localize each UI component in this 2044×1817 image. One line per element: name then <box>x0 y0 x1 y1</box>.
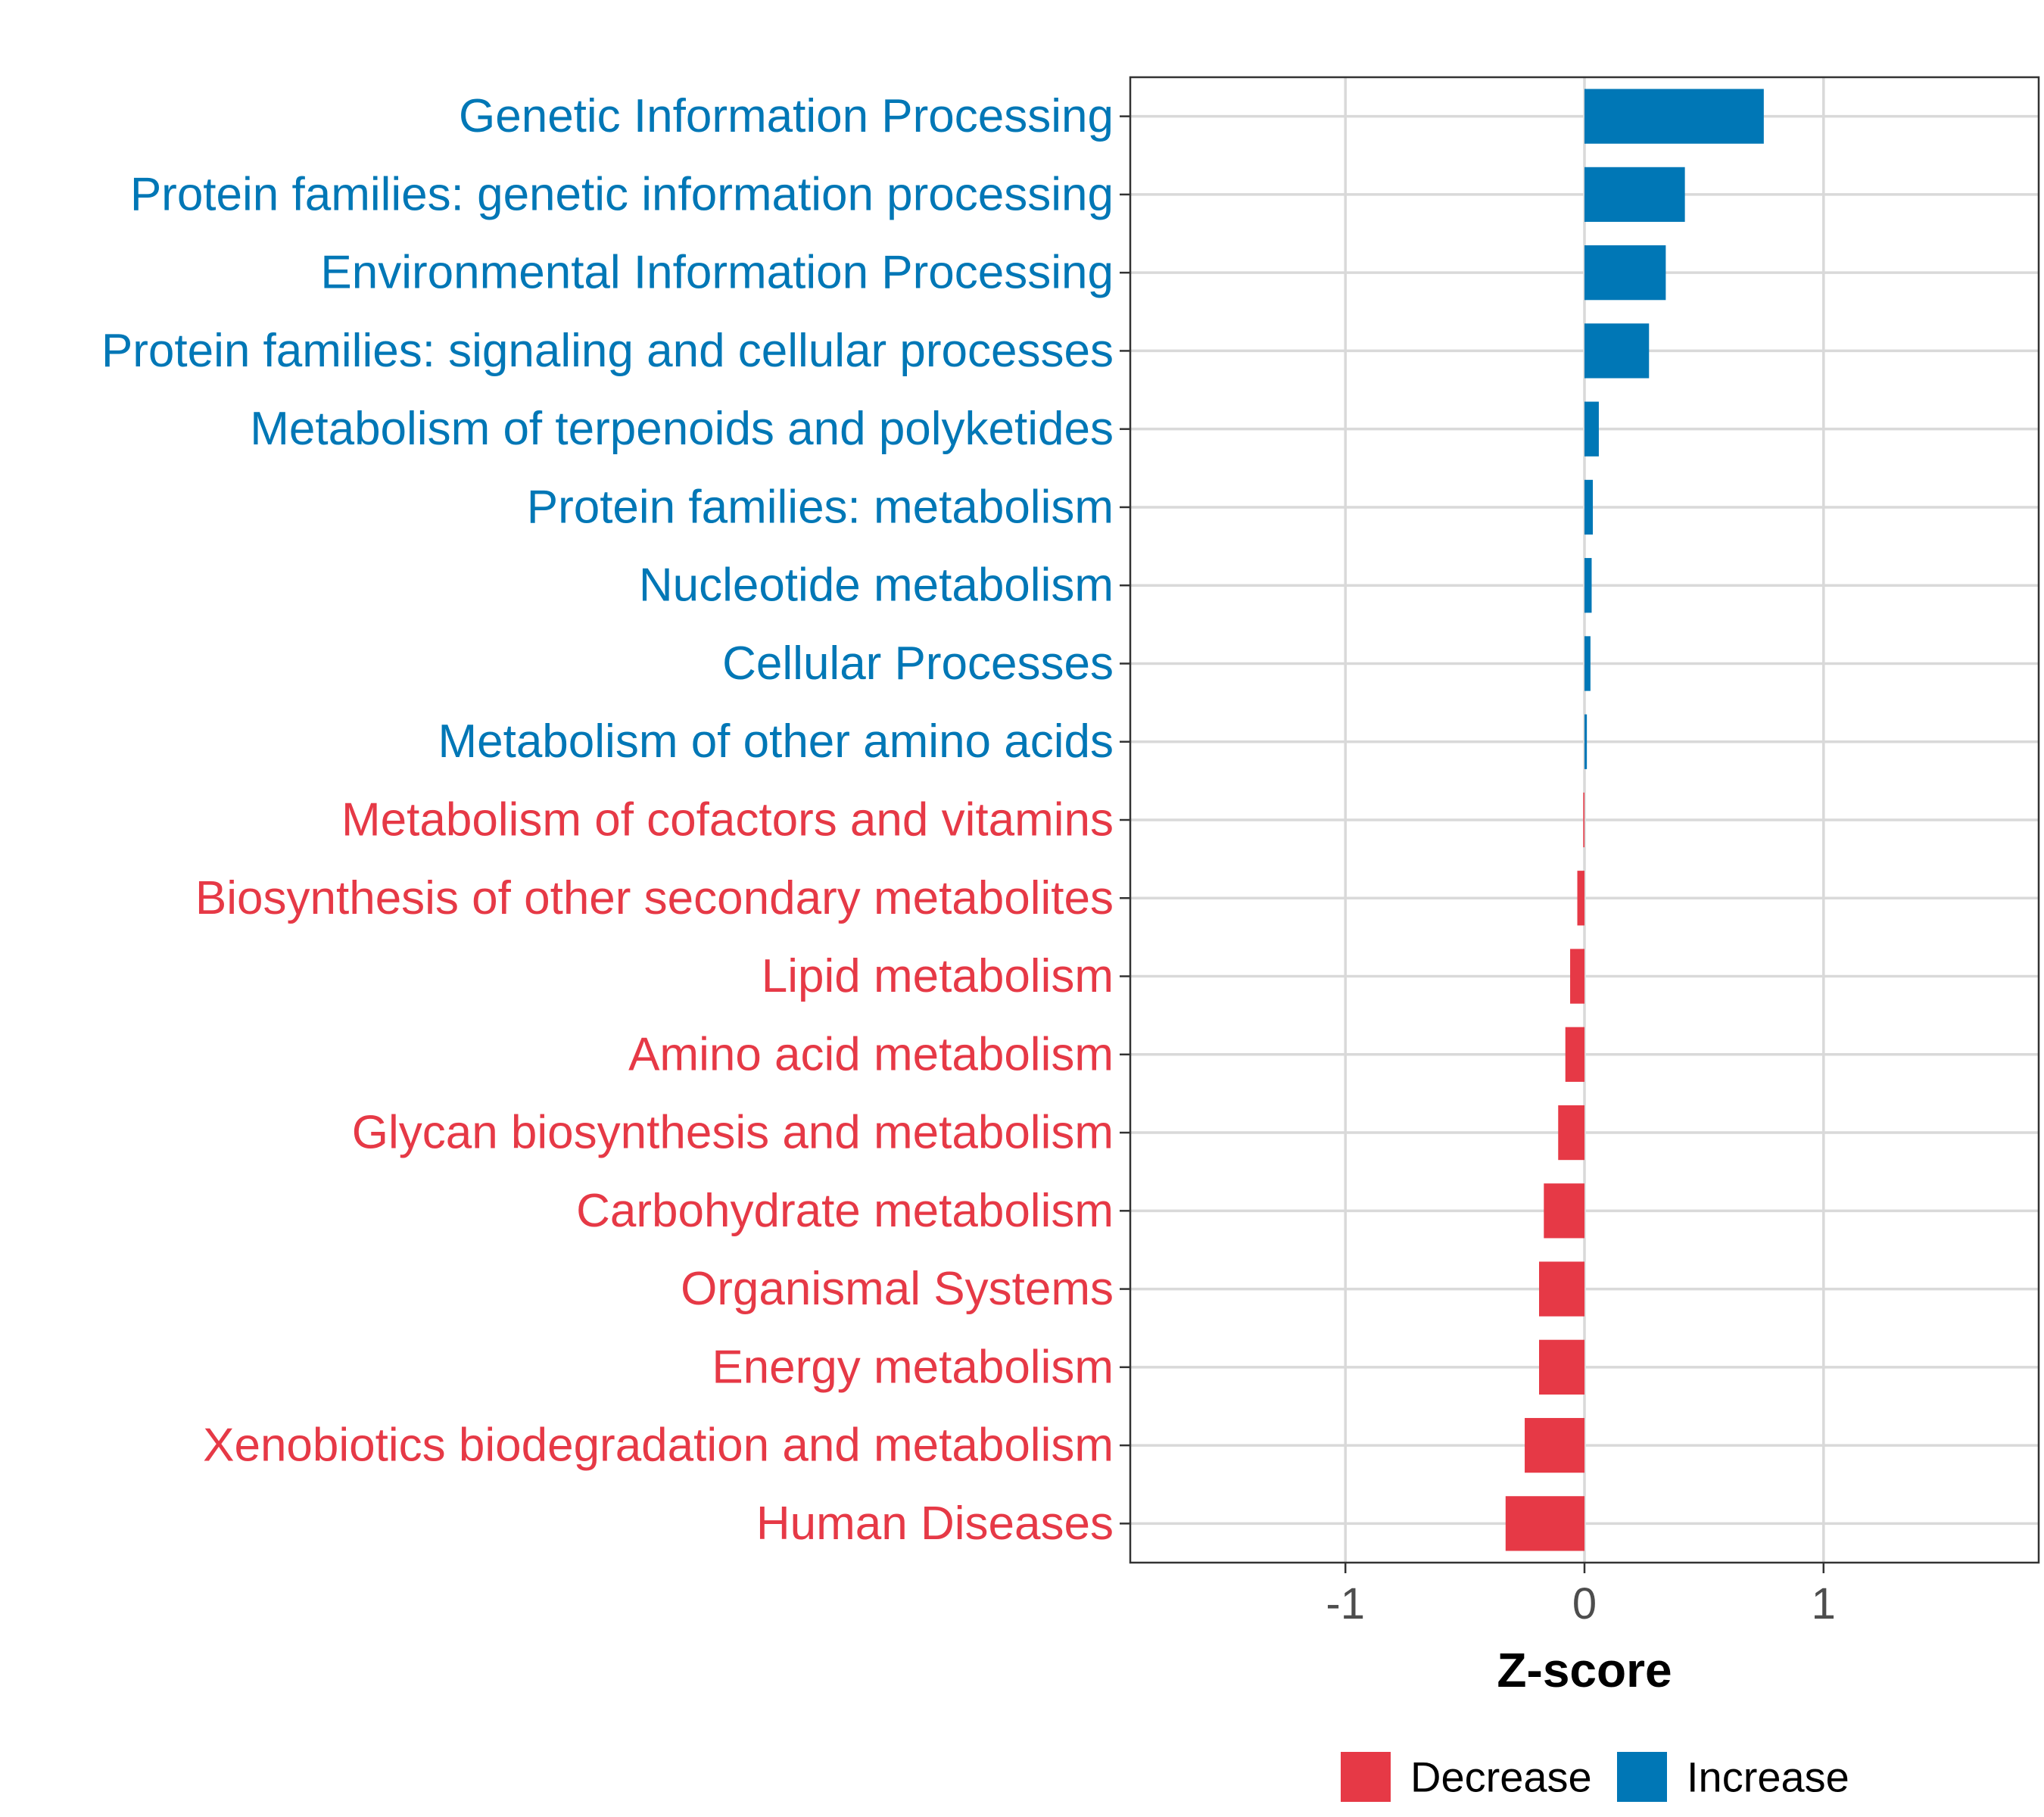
bar-5 <box>1584 401 1599 457</box>
legend-label-decrease: Decrease <box>1410 1753 1592 1801</box>
bar-13 <box>1565 1027 1584 1082</box>
y-axis-label: Human Diseases <box>756 1498 1114 1550</box>
bar-1 <box>1584 89 1764 144</box>
y-axis-label: Metabolism of terpenoids and polyketides <box>250 403 1114 455</box>
y-axis-label: Cellular Processes <box>722 637 1114 690</box>
y-axis-label: Lipid metabolism <box>762 950 1114 1002</box>
y-axis-label: Glycan biosynthesis and metabolism <box>352 1107 1114 1159</box>
bar-3 <box>1584 245 1666 301</box>
y-axis-label: Organismal Systems <box>681 1263 1114 1315</box>
bar-4 <box>1584 323 1650 379</box>
x-axis-labels: -1 0 1 <box>1326 1579 1836 1628</box>
bar-6 <box>1584 479 1594 535</box>
legend-label-increase: Increase <box>1687 1753 1849 1801</box>
x-tick-label: 0 <box>1572 1579 1597 1628</box>
bar-19 <box>1505 1496 1584 1551</box>
bar-15 <box>1544 1183 1584 1239</box>
y-axis-label: Genetic Information Processing <box>459 90 1114 142</box>
bar-9 <box>1584 714 1588 769</box>
y-axis-label: Carbohydrate metabolism <box>576 1185 1114 1237</box>
y-axis-label: Energy metabolism <box>712 1341 1114 1393</box>
bars <box>1505 89 1764 1551</box>
bar-10 <box>1583 792 1584 848</box>
legend: Decrease Increase <box>1341 1752 1849 1802</box>
y-axis-label: Nucleotide metabolism <box>639 559 1114 612</box>
y-axis-labels: Genetic Information Processing Protein fa… <box>101 90 1114 1550</box>
bar-14 <box>1558 1105 1584 1161</box>
bar-18 <box>1525 1417 1584 1473</box>
y-axis-ticks <box>1120 115 1130 1525</box>
x-tick-label: 1 <box>1812 1579 1836 1628</box>
bar-2 <box>1584 167 1685 223</box>
x-axis-title: Z-score <box>1497 1643 1672 1697</box>
bar-7 <box>1584 558 1592 613</box>
y-axis-label: Protein families: metabolism <box>527 481 1114 533</box>
y-axis-label: Environmental Information Processing <box>320 247 1114 299</box>
bar-11 <box>1577 871 1584 926</box>
bar-8 <box>1584 636 1591 691</box>
bar-16 <box>1539 1261 1584 1317</box>
y-axis-label: Biosynthesis of other secondary metaboli… <box>195 872 1114 924</box>
bar-12 <box>1570 949 1584 1004</box>
bar-17 <box>1539 1339 1584 1395</box>
y-axis-label: Protein families: genetic information pr… <box>130 168 1114 220</box>
legend-key-increase <box>1617 1752 1667 1802</box>
x-axis-ticks <box>1344 1563 1825 1573</box>
x-tick-label: -1 <box>1326 1579 1365 1628</box>
legend-key-decrease <box>1341 1752 1391 1802</box>
y-axis-label: Protein families: signaling and cellular… <box>101 325 1114 377</box>
y-axis-label: Xenobiotics biodegradation and metabolis… <box>203 1420 1114 1472</box>
y-axis-label: Amino acid metabolism <box>628 1028 1114 1080</box>
y-axis-label: Metabolism of cofactors and vitamins <box>341 794 1114 846</box>
y-axis-label: Metabolism of other amino acids <box>438 715 1114 768</box>
